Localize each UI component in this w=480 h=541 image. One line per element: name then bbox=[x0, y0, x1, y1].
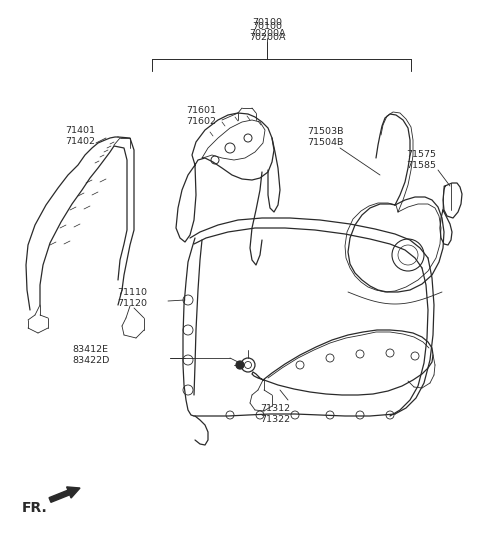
Text: 71575
71585: 71575 71585 bbox=[406, 150, 436, 170]
FancyArrow shape bbox=[49, 487, 80, 503]
Circle shape bbox=[236, 361, 244, 369]
Text: 71503B
71504B: 71503B 71504B bbox=[307, 127, 344, 147]
Text: FR.: FR. bbox=[22, 501, 48, 515]
Text: 71110
71120: 71110 71120 bbox=[117, 288, 147, 308]
Text: 70100
70200A: 70100 70200A bbox=[249, 22, 285, 42]
Text: 71401
71402: 71401 71402 bbox=[65, 126, 95, 146]
Text: 83412E
83422D: 83412E 83422D bbox=[72, 345, 109, 365]
Text: 71601
71602: 71601 71602 bbox=[186, 106, 216, 126]
Text: 71312
71322: 71312 71322 bbox=[260, 404, 290, 424]
Text: 70100
70200A: 70100 70200A bbox=[249, 18, 285, 38]
